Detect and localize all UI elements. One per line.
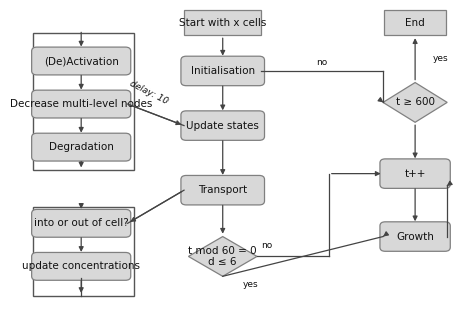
FancyBboxPatch shape bbox=[384, 10, 446, 35]
Text: no: no bbox=[262, 241, 273, 250]
FancyBboxPatch shape bbox=[32, 133, 131, 161]
FancyBboxPatch shape bbox=[32, 253, 131, 280]
Text: Transport: Transport bbox=[198, 185, 247, 195]
Text: update concentrations: update concentrations bbox=[22, 262, 140, 271]
FancyBboxPatch shape bbox=[380, 159, 450, 188]
FancyBboxPatch shape bbox=[181, 111, 264, 140]
Text: no: no bbox=[317, 58, 328, 67]
Text: (De)Activation: (De)Activation bbox=[44, 56, 118, 66]
Text: into or out of cell?: into or out of cell? bbox=[34, 218, 128, 228]
Polygon shape bbox=[189, 236, 257, 276]
FancyBboxPatch shape bbox=[380, 222, 450, 251]
Text: delay: 10: delay: 10 bbox=[128, 79, 170, 107]
Polygon shape bbox=[383, 82, 447, 122]
Text: yes: yes bbox=[243, 280, 258, 289]
Text: End: End bbox=[405, 18, 425, 28]
Text: t++: t++ bbox=[404, 169, 426, 179]
Text: Growth: Growth bbox=[396, 231, 434, 241]
FancyBboxPatch shape bbox=[33, 33, 134, 170]
FancyBboxPatch shape bbox=[184, 10, 262, 35]
FancyBboxPatch shape bbox=[32, 209, 131, 237]
Text: Initialisation: Initialisation bbox=[191, 66, 255, 76]
Text: yes: yes bbox=[433, 54, 448, 63]
Text: Degradation: Degradation bbox=[49, 142, 114, 152]
FancyBboxPatch shape bbox=[181, 175, 264, 205]
FancyBboxPatch shape bbox=[181, 56, 264, 86]
Text: Start with x cells: Start with x cells bbox=[179, 18, 266, 28]
FancyBboxPatch shape bbox=[32, 47, 131, 75]
FancyBboxPatch shape bbox=[33, 207, 134, 296]
Text: Decrease multi-level nodes: Decrease multi-level nodes bbox=[10, 99, 152, 109]
FancyBboxPatch shape bbox=[32, 90, 131, 118]
Text: t ≥ 600: t ≥ 600 bbox=[396, 98, 435, 108]
Text: t mod 60 = 0
d ≤ 6: t mod 60 = 0 d ≤ 6 bbox=[188, 245, 257, 267]
Text: Update states: Update states bbox=[186, 121, 259, 131]
